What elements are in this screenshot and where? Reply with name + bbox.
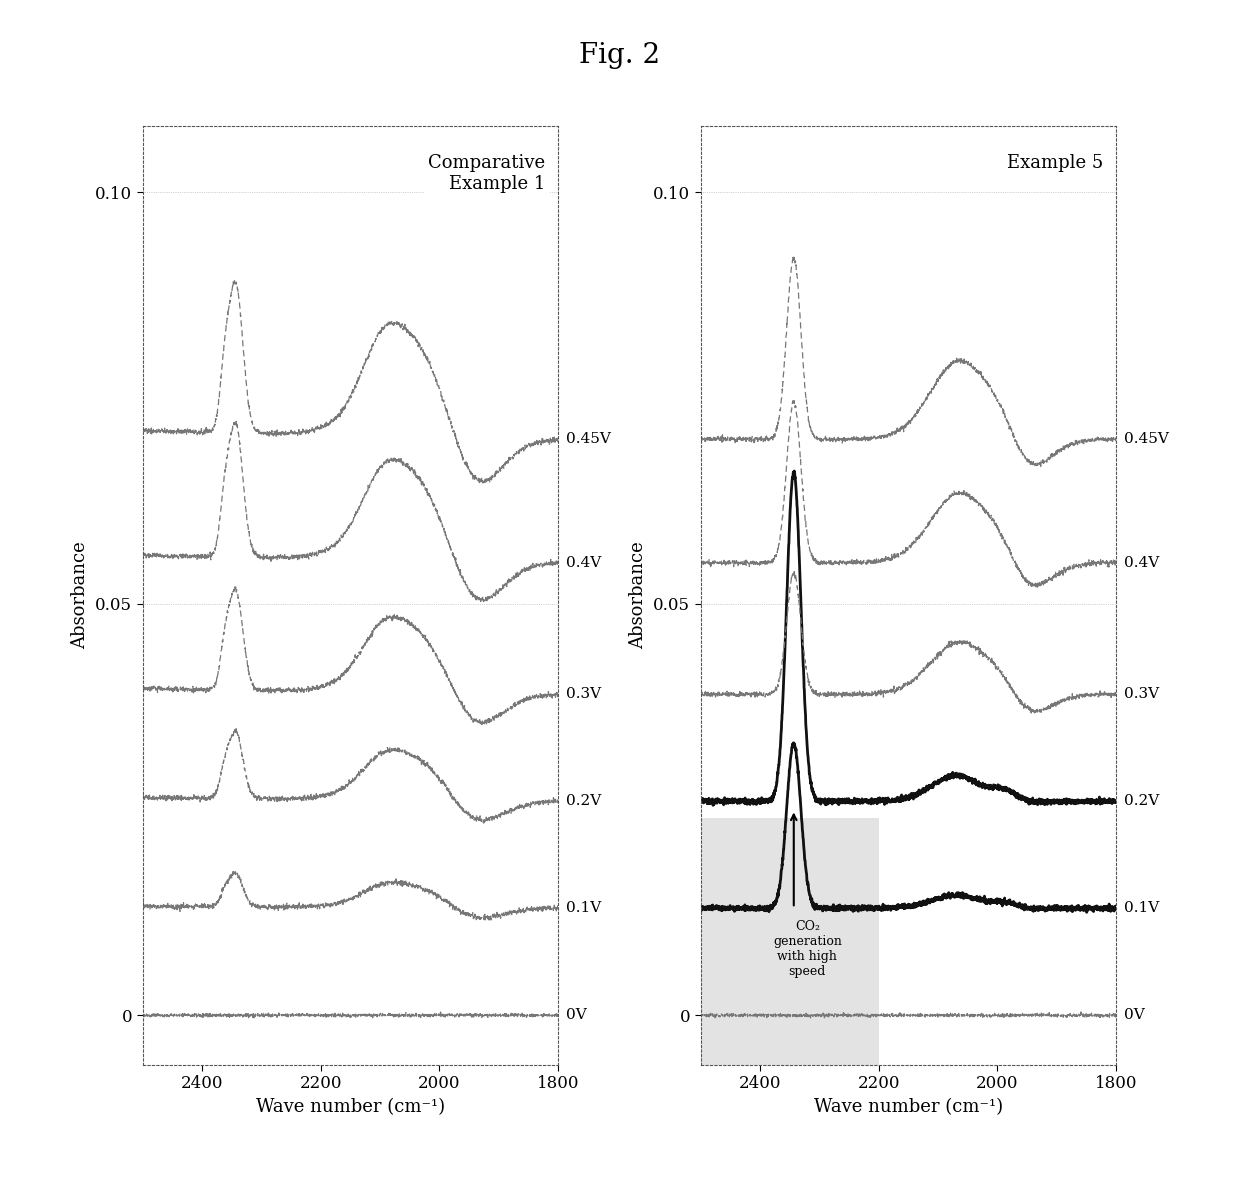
Y-axis label: Absorbance: Absorbance — [72, 541, 89, 650]
Text: 0.1V: 0.1V — [1125, 901, 1159, 915]
Text: 0.3V: 0.3V — [567, 687, 601, 701]
Text: 0.2V: 0.2V — [567, 794, 601, 808]
X-axis label: Wave number (cm⁻¹): Wave number (cm⁻¹) — [255, 1097, 445, 1115]
Text: 0V: 0V — [1125, 1008, 1145, 1023]
Text: Comparative
Example 1: Comparative Example 1 — [428, 154, 546, 194]
Text: 0V: 0V — [567, 1008, 587, 1023]
Text: 0.45V: 0.45V — [567, 432, 611, 446]
Text: 0.1V: 0.1V — [567, 901, 601, 915]
Text: 0.2V: 0.2V — [1125, 794, 1159, 808]
Bar — [701, 818, 879, 1065]
Text: 0.4V: 0.4V — [567, 556, 601, 569]
Text: Fig. 2: Fig. 2 — [579, 42, 661, 69]
X-axis label: Wave number (cm⁻¹): Wave number (cm⁻¹) — [813, 1097, 1003, 1115]
Y-axis label: Absorbance: Absorbance — [630, 541, 647, 650]
Text: CO₂
generation
with high
speed: CO₂ generation with high speed — [773, 920, 842, 978]
Text: Example 5: Example 5 — [1007, 154, 1104, 172]
Text: 0.4V: 0.4V — [1125, 556, 1159, 569]
Text: 0.45V: 0.45V — [1125, 432, 1169, 446]
Text: 0.3V: 0.3V — [1125, 687, 1159, 701]
